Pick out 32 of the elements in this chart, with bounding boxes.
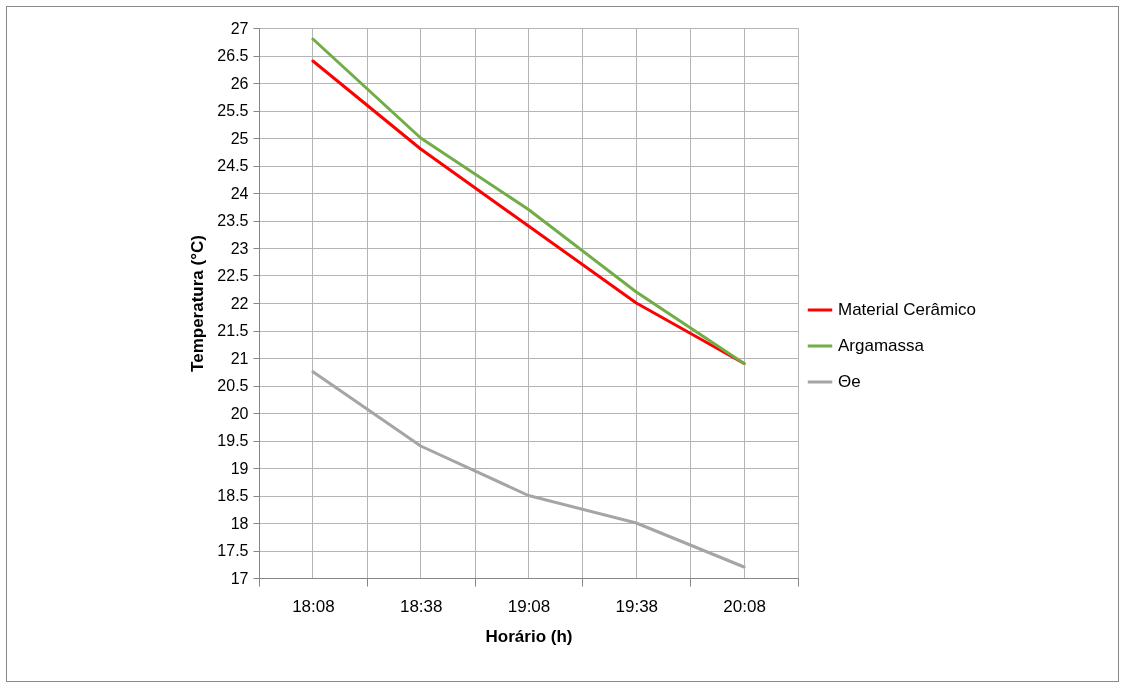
- legend-label: Argamassa: [838, 336, 925, 355]
- y-tick-label: 25.5: [217, 102, 249, 119]
- y-tick-label: 25: [230, 129, 249, 147]
- y-tick-label: 17.5: [217, 542, 249, 559]
- y-tick-label: 17: [230, 569, 249, 587]
- x-tick-label: 18:08: [292, 596, 335, 616]
- y-tick-label: 24: [230, 184, 249, 202]
- y-tick-label: 18: [230, 514, 249, 532]
- y-tick-label: 26: [230, 74, 249, 92]
- y-tick-label: 21: [230, 349, 249, 367]
- legend-label: Θe: [838, 372, 861, 391]
- x-axis-title: Horário (h): [485, 626, 573, 646]
- y-axis-title: Temperatura (°C): [188, 235, 208, 372]
- y-tick-label: 23: [230, 239, 249, 257]
- x-tick-label: 20:08: [723, 596, 766, 616]
- y-tick-label: 21.5: [217, 322, 249, 339]
- y-tick-label: 23.5: [217, 212, 249, 229]
- y-tick-label: 20: [230, 404, 249, 422]
- legend-label: Material Cerâmico: [838, 300, 976, 319]
- y-tick-label: 27: [230, 19, 249, 37]
- y-tick-label: 26.5: [217, 47, 249, 64]
- y-tick-label: 24.5: [217, 157, 249, 174]
- y-tick-label: 19.5: [217, 432, 249, 449]
- x-tick-label: 19:08: [507, 596, 551, 616]
- y-tick-label: 22: [230, 294, 249, 312]
- x-tick-label: 19:38: [615, 596, 659, 616]
- y-tick-label: 20.5: [217, 377, 249, 394]
- y-tick-label: 18.5: [217, 487, 249, 504]
- y-tick-label: 19: [230, 459, 249, 477]
- y-tick-label: 22.5: [217, 267, 249, 284]
- line-series: [311, 370, 746, 569]
- x-tick-label: 18:38: [399, 596, 443, 616]
